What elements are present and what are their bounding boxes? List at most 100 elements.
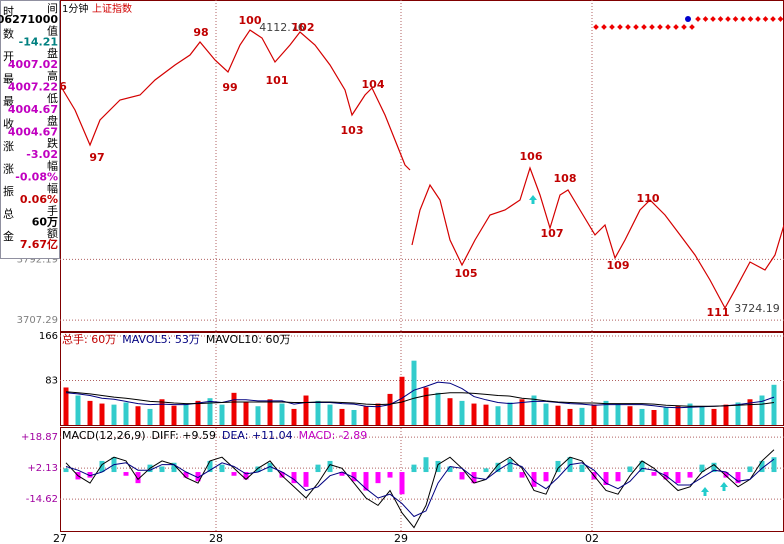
macd-bar (495, 462, 501, 473)
peak-label: 97 (89, 151, 104, 164)
peak-label: 4112.76 (259, 21, 305, 34)
signal-marker (755, 16, 761, 22)
signal-marker (770, 16, 776, 22)
panel-header: DIFF: +9.59 (152, 429, 216, 442)
y-tick-label: 166 (39, 331, 58, 342)
ma-line (65, 391, 775, 407)
signal-arrow (529, 195, 537, 204)
volume-bar (375, 403, 381, 425)
signal-marker (747, 16, 754, 22)
signal-arrow (701, 487, 709, 496)
macd-bar (375, 472, 381, 484)
volume-bar (459, 400, 465, 425)
volume-bar (615, 403, 621, 425)
macd-bar (759, 460, 765, 473)
signal-marker (777, 16, 784, 22)
info-label: 幅 (47, 182, 58, 195)
signal-marker (633, 24, 639, 30)
signal-marker (609, 24, 615, 30)
volume-bar (351, 409, 357, 425)
volume-bar (315, 400, 321, 425)
info-label: 涨 (3, 163, 14, 176)
info-value: -3.02 (26, 148, 58, 161)
volume-bar (75, 395, 81, 425)
info-label: 时 (3, 5, 14, 18)
panel-header: 总手: 60万 (62, 332, 116, 346)
volume-bar (327, 404, 333, 425)
macd-bar (639, 460, 645, 473)
volume-bar (399, 376, 405, 425)
macd-bar (231, 472, 237, 476)
signal-marker (740, 16, 746, 22)
peak-label: 102 (292, 21, 315, 34)
macd-bar (711, 462, 717, 473)
peak-label: 98 (193, 26, 208, 39)
macd-bar (135, 472, 141, 484)
macd-bar (99, 460, 105, 473)
volume-bar (747, 399, 753, 425)
volume-bar (687, 403, 693, 425)
x-tick-label: 27 (53, 532, 67, 544)
signal-marker (725, 16, 731, 22)
info-label: 振 (3, 184, 14, 198)
info-value: 4004.67 (8, 126, 58, 139)
volume-bar (495, 406, 501, 425)
macd-bar (303, 472, 309, 487)
info-value: 0.06% (20, 193, 58, 206)
volume-bar (135, 406, 141, 425)
macd-bar (267, 462, 273, 473)
signal-marker (593, 24, 599, 30)
macd-bar (543, 472, 549, 482)
peak-label: 103 (341, 124, 364, 137)
volume-bar (123, 402, 129, 425)
volume-bar (531, 395, 537, 425)
macd-bar (363, 472, 369, 491)
volume-bar (483, 404, 489, 425)
macd-bar (411, 464, 417, 473)
macd-bar (771, 457, 777, 473)
x-tick-label: 02 (585, 532, 599, 544)
macd-bar (687, 472, 693, 478)
signal-marker (657, 24, 663, 30)
chart-subtitle: 上证指数 (92, 2, 132, 15)
info-label: 跌 (47, 136, 58, 150)
volume-bar (735, 402, 741, 425)
macd-bar (675, 472, 681, 484)
info-box: 时间06271000数 值-14.21开 盘4007.02最 高4007.22最 低40… (0, 0, 60, 259)
macd-bar (603, 472, 609, 485)
signal-marker (649, 24, 655, 30)
signal-marker (617, 24, 623, 30)
volume-bar (159, 399, 165, 425)
x-tick-label: 28 (209, 532, 223, 544)
macd-bar (423, 457, 429, 473)
info-value: -0.08% (15, 171, 58, 184)
macd-line (65, 449, 775, 529)
info-label: 涨 (3, 140, 14, 153)
panel-header: MAVOL5: 53万 (122, 333, 200, 346)
signal-marker (732, 16, 739, 22)
y-tick-label: +18.87 (21, 432, 58, 443)
volume-bar (759, 395, 765, 425)
macd-bar (555, 460, 561, 473)
macd-bar (447, 466, 453, 473)
y-tick-label: +2.13 (27, 463, 58, 474)
panel-header: MAVOL10: 60万 (206, 333, 291, 346)
macd-bar (531, 472, 537, 487)
macd-bar (255, 466, 261, 473)
volume-bar (243, 402, 249, 425)
volume-bar (447, 398, 453, 425)
volume-bar (87, 400, 93, 425)
macd-bar (699, 464, 705, 473)
panel-header: MACD: -2.89 (299, 429, 368, 442)
signal-marker (717, 16, 724, 22)
volume-bar (255, 406, 261, 425)
signal-marker (601, 24, 607, 30)
peak-label: 107 (541, 227, 564, 240)
price-line (59, 29, 784, 310)
info-label: 间 (47, 2, 58, 15)
macd-bar (351, 472, 357, 482)
peak-label: 105 (455, 267, 478, 280)
macd-bar (459, 472, 465, 480)
macd-bar (339, 472, 345, 476)
volume-bar (267, 399, 273, 425)
